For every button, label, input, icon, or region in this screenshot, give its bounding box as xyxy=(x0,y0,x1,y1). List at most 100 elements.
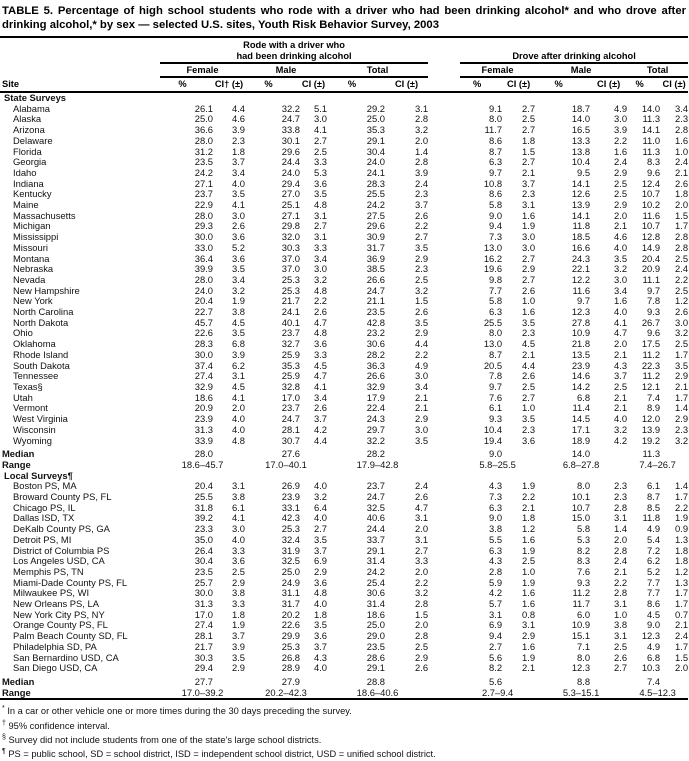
ci-value-cell: 2.5 xyxy=(415,640,429,652)
table-row: Michigan 29.3 2.6 29.8 2.7 29.6 2.2 9.4 1.9 11.8 2… xyxy=(0,221,688,232)
ci-value-cell: 1.2 xyxy=(522,523,536,535)
range-value-cell: 20.2–42.3 xyxy=(265,686,307,698)
pct-value-cell: 23.5 xyxy=(366,306,385,318)
table-body: State Surveys Alabama 26.1 4.4 32.2 5.1 29.2 3.… xyxy=(0,92,688,699)
ci-value-cell: 2.2 xyxy=(522,491,536,503)
pct-value-cell: 31.3 xyxy=(194,423,213,435)
pct-value-cell: 11.6 xyxy=(572,284,591,296)
site-cell: Idaho xyxy=(13,166,37,178)
site-cell: West Virginia xyxy=(13,413,68,425)
pct-header: % xyxy=(460,77,503,93)
pct-header: % xyxy=(627,77,661,93)
pct-value-cell: 12.1 xyxy=(641,380,661,392)
column-gap-cell xyxy=(428,524,460,535)
pct-value-cell: 20.9 xyxy=(194,402,213,414)
subheader-drove-female: Female xyxy=(460,63,536,78)
pct-value-cell: 25.9 xyxy=(281,370,300,382)
pct-value-cell: 24.2 xyxy=(366,565,385,577)
ci-value-cell: 2.7 xyxy=(522,124,536,136)
pct-value-cell: 6.1 xyxy=(489,402,503,414)
pct-value-cell: 24.3 xyxy=(366,413,385,425)
ci-value-cell: 2.6 xyxy=(313,402,327,414)
site-cell: Milwaukee PS, WI xyxy=(13,587,90,599)
table-row: Alaska 25.0 4.6 24.7 3.0 25.0 2.8 8.0 2.5 14.0 3.0… xyxy=(0,114,688,125)
site-cell: North Dakota xyxy=(13,316,69,328)
table-row: Dallas ISD, TX 39.2 4.1 42.3 4.0 40.6 3.1 9.0 1.… xyxy=(0,513,688,524)
ci-value-cell: 2.1 xyxy=(614,402,628,414)
ci-value-cell: 1.8 xyxy=(231,608,245,620)
ci-value-cell: 3.9 xyxy=(231,124,245,136)
site-cell: Texas§ xyxy=(13,380,43,392)
pct-value-cell: 13.8 xyxy=(571,145,591,157)
ci-value-cell: 1.7 xyxy=(675,491,689,503)
site-cell: Oklahoma xyxy=(13,338,56,350)
site-cell: Wyoming xyxy=(13,434,52,446)
ci-value-cell: 2.7 xyxy=(522,102,536,114)
ci-value-cell: 2.4 xyxy=(415,177,429,189)
pct-value-cell: 25.5 xyxy=(194,491,213,503)
pct-value-cell: 5.8 xyxy=(489,199,503,211)
ci-value-cell: 4.0 xyxy=(231,413,245,425)
range-value-cell: 2.7–9.4 xyxy=(481,686,514,698)
pct-value-cell: 6.0 xyxy=(577,608,591,620)
range-value-cell: 5.3–15.1 xyxy=(562,686,600,698)
pct-value-cell: 6.3 xyxy=(489,544,503,556)
ci-value-cell: 2.8 xyxy=(614,501,628,513)
site-cell: Alaska xyxy=(13,113,42,125)
table-row: Mississippi 30.0 3.6 32.0 3.1 30.9 2.7 7.3 3.0 18… xyxy=(0,231,688,243)
ci-value-cell: 2.7 xyxy=(415,544,429,556)
ci-value-cell: 2.6 xyxy=(313,306,327,318)
ci-value-cell: 2.9 xyxy=(415,651,429,663)
ci-value-cell: 3.4 xyxy=(614,284,628,296)
pct-value-cell: 9.4 xyxy=(489,630,503,642)
pct-value-cell: 22.1 xyxy=(571,263,591,275)
pct-value-cell: 20.4 xyxy=(194,295,213,307)
ci-value-cell: 0.8 xyxy=(522,608,536,620)
ci-header: CI (±) xyxy=(300,77,327,93)
site-cell: Maine xyxy=(13,199,39,211)
median-empty-cell xyxy=(385,674,428,688)
ci-value-cell: 1.0 xyxy=(522,402,536,414)
column-gap-cell xyxy=(428,147,460,158)
pct-value-cell: 29.6 xyxy=(366,220,385,232)
column-gap-cell xyxy=(428,599,460,610)
ci-value-cell: 1.6 xyxy=(522,587,536,599)
ci-value-cell: 1.3 xyxy=(675,533,689,545)
pct-value-cell: 8.9 xyxy=(647,402,661,414)
pct-value-cell: 20.2 xyxy=(281,608,300,620)
median-empty-cell xyxy=(300,674,327,688)
ci-value-cell: 1.6 xyxy=(522,306,536,318)
site-cell: DeKalb County PS, GA xyxy=(13,523,110,535)
median-empty-cell xyxy=(300,446,327,460)
ci-header: CI (±) xyxy=(502,77,536,93)
ci-value-cell: 3.4 xyxy=(313,391,327,403)
pct-value-cell: 21.7 xyxy=(281,295,300,307)
ci-value-cell: 3.2 xyxy=(614,423,628,435)
range-row: Range 17.0–39.2 20.2–42.3 18.6–40.6 2.7–9.4 5… xyxy=(0,686,688,700)
pct-value-cell: 31.3 xyxy=(194,598,213,610)
pct-value-cell: 25.4 xyxy=(366,576,385,588)
pct-value-cell: 11.7 xyxy=(484,124,503,136)
ci-value-cell: 3.0 xyxy=(614,113,628,125)
site-cell: Philadelphia SD, PA xyxy=(13,640,97,652)
ci-value-cell: 3.4 xyxy=(231,273,245,285)
pct-value-cell: 11.6 xyxy=(642,209,661,221)
pct-value-cell: 16.6 xyxy=(571,241,591,253)
pct-value-cell: 21.1 xyxy=(366,295,385,307)
pct-value-cell: 33.9 xyxy=(194,434,213,446)
ci-value-cell: 1.8 xyxy=(675,544,689,556)
site-cell: Broward County PS, FL xyxy=(13,491,112,503)
median-label: Median xyxy=(2,675,35,687)
ci-value-cell: 3.2 xyxy=(415,124,429,136)
site-cell: Memphis PS, TN xyxy=(13,565,84,577)
ci-value-cell: 3.5 xyxy=(231,651,245,663)
ci-value-cell: 3.8 xyxy=(231,491,245,503)
ci-value-cell: 4.8 xyxy=(231,434,245,446)
median-label: Median xyxy=(2,448,35,460)
ci-value-cell: 4.2 xyxy=(313,423,327,435)
table-row: South Dakota 37.4 6.2 35.3 4.5 36.3 4.9 20.5 4.4… xyxy=(0,360,688,372)
pct-value-cell: 9.7 xyxy=(647,284,661,296)
ci-value-cell: 3.3 xyxy=(415,555,429,567)
pct-value-cell: 4.3 xyxy=(489,480,503,492)
range-value-cell: 4.5–12.3 xyxy=(639,686,676,698)
